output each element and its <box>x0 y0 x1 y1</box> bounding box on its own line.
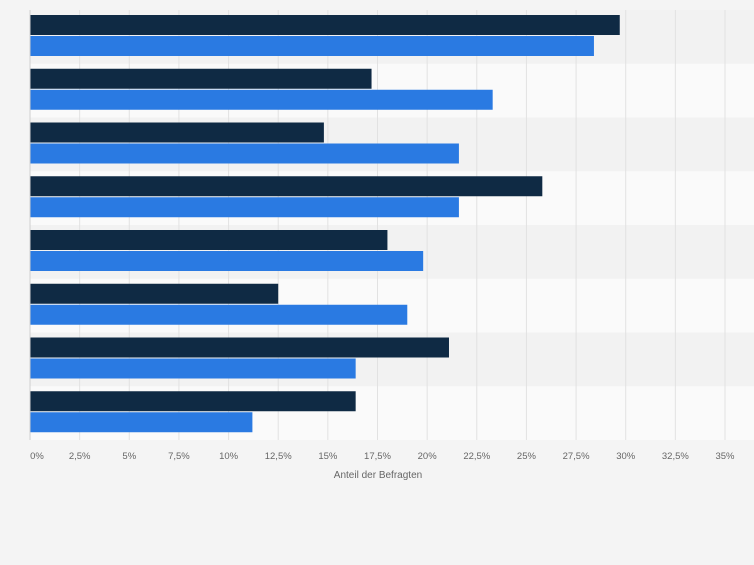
x-tick-label: 5% <box>122 451 136 462</box>
bar-series-2[interactable] <box>30 251 424 271</box>
bar-series-2[interactable] <box>30 143 459 164</box>
x-tick-label: 20% <box>418 451 438 462</box>
bar-series-2[interactable] <box>30 358 356 379</box>
bar-series-2[interactable] <box>30 304 408 325</box>
x-tick-label: 25% <box>517 451 537 462</box>
bar-series-1[interactable] <box>30 230 388 250</box>
x-tick-label: 17,5% <box>364 451 391 462</box>
x-tick-label: 15% <box>318 451 338 462</box>
x-tick-label: 7,5% <box>168 451 190 462</box>
bar-series-2[interactable] <box>30 89 493 110</box>
x-tick-label: 22,5% <box>463 451 490 462</box>
bar-series-1[interactable] <box>30 391 356 412</box>
bar-series-1[interactable] <box>30 68 372 89</box>
x-tick-label: 35% <box>715 451 735 462</box>
x-tick-label: 30% <box>616 451 636 462</box>
x-axis-title: Anteil der Befragten <box>334 470 422 481</box>
x-tick-label: 12,5% <box>265 451 292 462</box>
bar-series-1[interactable] <box>30 122 324 143</box>
x-tick-label: 27,5% <box>563 451 590 462</box>
bar-series-1[interactable] <box>30 176 543 197</box>
bar-series-2[interactable] <box>30 36 594 56</box>
x-tick-label: 32,5% <box>662 451 689 462</box>
x-tick-label: 2,5% <box>69 451 91 462</box>
bar-series-2[interactable] <box>30 197 459 218</box>
x-tick-label: 10% <box>219 451 239 462</box>
bar-series-1[interactable] <box>30 337 449 358</box>
bar-series-2[interactable] <box>30 412 253 433</box>
bar-series-1[interactable] <box>30 15 620 35</box>
bar-series-1[interactable] <box>30 283 279 304</box>
x-tick-label: 0% <box>30 451 44 462</box>
